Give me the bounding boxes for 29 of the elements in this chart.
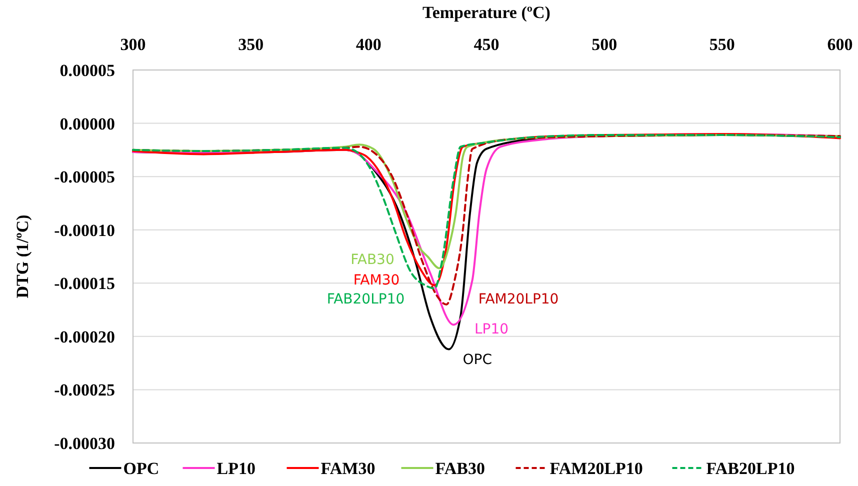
text: FAM30	[353, 272, 400, 288]
y-tick-label: -0.00010	[54, 220, 115, 240]
text: FAB30	[350, 252, 394, 268]
x-tick-label: 400	[356, 35, 382, 54]
legend-label: FAM30	[320, 459, 376, 478]
x-axis-title: Temperature (ºC)	[422, 3, 550, 22]
x-tick-label: 600	[827, 35, 853, 54]
y-tick-label: 0.00005	[60, 61, 115, 80]
text: FAM20LP10	[478, 291, 559, 308]
legend-label: FAB20LP10	[706, 459, 795, 478]
x-tick-label: 350	[238, 35, 264, 54]
y-tick-label: 0.00000	[60, 114, 115, 134]
y-tick-label: -0.00015	[54, 274, 115, 294]
y-tick-label: -0.00025	[54, 380, 115, 400]
x-tick-label: 500	[592, 35, 618, 54]
x-tick-label: 450	[474, 35, 500, 54]
x-tick-label: 300	[120, 35, 146, 54]
y-tick-label: -0.00020	[54, 327, 115, 346]
legend-label: OPC	[123, 459, 160, 478]
legend-label: LP10	[216, 459, 256, 478]
x-tick-label: 550	[709, 35, 735, 54]
y-axis-title: DTG (1/ºC)	[13, 214, 32, 298]
text: LP10	[474, 322, 509, 338]
text: OPC	[462, 352, 492, 368]
y-tick-label: -0.00030	[54, 434, 115, 453]
text: FAB20LP10	[326, 291, 405, 308]
y-tick-label: -0.00005	[54, 168, 115, 187]
legend-label: FAM20LP10	[550, 459, 643, 478]
legend-label: FAB30	[435, 459, 485, 478]
